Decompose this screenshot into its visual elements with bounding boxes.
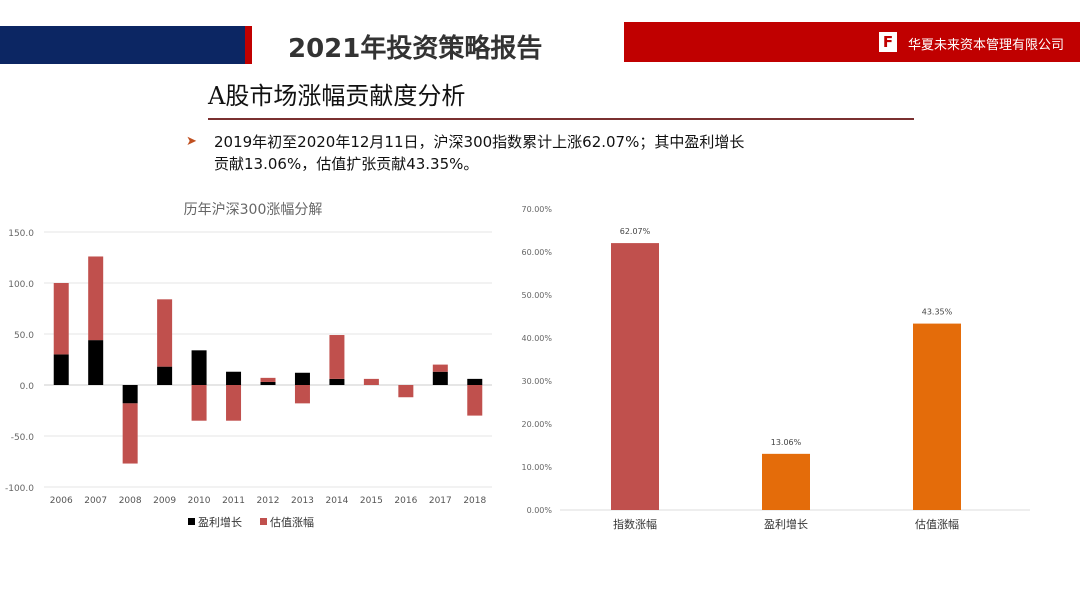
legend-label: 盈利增长 bbox=[198, 515, 242, 529]
y-tick-label: 50.0 bbox=[14, 331, 34, 341]
y-tick-label: 70.00% bbox=[521, 205, 552, 214]
data-label: 13.06% bbox=[771, 438, 802, 447]
company-logo: F bbox=[879, 32, 897, 52]
bullet-arrow-icon: ➤ bbox=[186, 134, 197, 149]
data-label: 62.07% bbox=[620, 227, 651, 236]
bar-valuation-2017 bbox=[432, 364, 448, 372]
y-tick-label: 150.0 bbox=[8, 229, 34, 239]
x-tick-label: 2018 bbox=[463, 496, 486, 506]
bar-earnings-2007 bbox=[88, 340, 104, 385]
y-tick-label: 10.00% bbox=[521, 463, 552, 472]
bar-earnings-2012 bbox=[260, 381, 276, 385]
y-tick-label: 40.00% bbox=[521, 334, 552, 343]
company-name: 华夏未来资本管理有限公司 bbox=[908, 38, 1065, 53]
bar-earnings-2014 bbox=[329, 378, 345, 385]
x-tick-label: 2014 bbox=[325, 496, 348, 506]
bar-valuation-2018 bbox=[467, 385, 483, 416]
summary-text: 2019年初至2020年12月11日，沪深300指数累计上涨62.07%；其中盈… bbox=[214, 133, 745, 173]
bar-earnings-2010 bbox=[191, 350, 207, 385]
header-band-red bbox=[624, 22, 1080, 62]
x-tick-label: 2009 bbox=[153, 496, 176, 506]
bar-valuation-2013 bbox=[294, 385, 310, 404]
bar-valuation-2009 bbox=[157, 299, 173, 367]
title-divider bbox=[208, 118, 914, 120]
bar-指数涨幅 bbox=[611, 243, 659, 510]
x-tick-label: 2010 bbox=[188, 496, 211, 506]
header-band-navy bbox=[0, 26, 245, 64]
legend-label: 估值涨幅 bbox=[270, 516, 314, 529]
x-tick-label: 2011 bbox=[222, 496, 245, 506]
x-tick-label: 2015 bbox=[360, 496, 383, 506]
y-tick-label: -50.0 bbox=[11, 433, 35, 443]
y-tick-label: 100.0 bbox=[8, 280, 34, 290]
chart-title: 历年沪深300涨幅分解 bbox=[184, 202, 323, 218]
x-tick-label: 2007 bbox=[84, 496, 107, 506]
y-tick-label: 60.00% bbox=[521, 248, 552, 257]
bar-earnings-2018 bbox=[467, 378, 483, 385]
y-tick-label: 50.00% bbox=[521, 291, 552, 300]
bar-earnings-2006 bbox=[53, 354, 69, 385]
bar-earnings-2013 bbox=[294, 372, 310, 385]
y-tick-label: 0.0 bbox=[20, 382, 35, 392]
x-tick-label: 指数涨幅 bbox=[613, 517, 657, 531]
x-tick-label: 2013 bbox=[291, 496, 314, 506]
bar-valuation-2015 bbox=[363, 378, 379, 385]
bar-valuation-2006 bbox=[53, 283, 69, 355]
section-title: A股市场涨幅贡献度分析 bbox=[208, 82, 466, 110]
bar-valuation-2011 bbox=[226, 385, 242, 421]
bar-earnings-2011 bbox=[226, 371, 242, 385]
bar-valuation-2012 bbox=[260, 377, 276, 382]
x-tick-label: 2012 bbox=[257, 496, 280, 506]
legend-swatch bbox=[260, 518, 267, 525]
legend-swatch bbox=[188, 518, 195, 525]
bar-valuation-2010 bbox=[191, 385, 207, 421]
report-title: 2021年投资策略报告 bbox=[288, 34, 543, 64]
bar-earnings-2017 bbox=[432, 371, 448, 385]
bar-valuation-2014 bbox=[329, 335, 345, 379]
bar-earnings-2009 bbox=[157, 366, 173, 385]
bar-valuation-2007 bbox=[88, 256, 104, 341]
y-tick-label: 20.00% bbox=[521, 420, 552, 429]
bar-盈利增长 bbox=[762, 453, 810, 510]
bar-估值涨幅 bbox=[913, 323, 961, 510]
x-tick-label: 盈利增长 bbox=[764, 517, 808, 531]
y-tick-label: -100.0 bbox=[5, 484, 34, 494]
x-tick-label: 2008 bbox=[119, 496, 142, 506]
bar-valuation-2016 bbox=[398, 385, 414, 398]
y-tick-label: 0.00% bbox=[527, 506, 553, 515]
header-band-accent bbox=[245, 26, 252, 64]
x-tick-label: 估值涨幅 bbox=[915, 518, 959, 531]
y-tick-label: 30.00% bbox=[521, 377, 552, 386]
bar-earnings-2008 bbox=[122, 385, 138, 404]
x-tick-label: 2006 bbox=[50, 496, 73, 506]
x-tick-label: 2017 bbox=[429, 496, 452, 506]
data-label: 43.35% bbox=[922, 308, 953, 317]
x-tick-label: 2016 bbox=[394, 496, 417, 506]
bar-valuation-2008 bbox=[122, 403, 138, 464]
